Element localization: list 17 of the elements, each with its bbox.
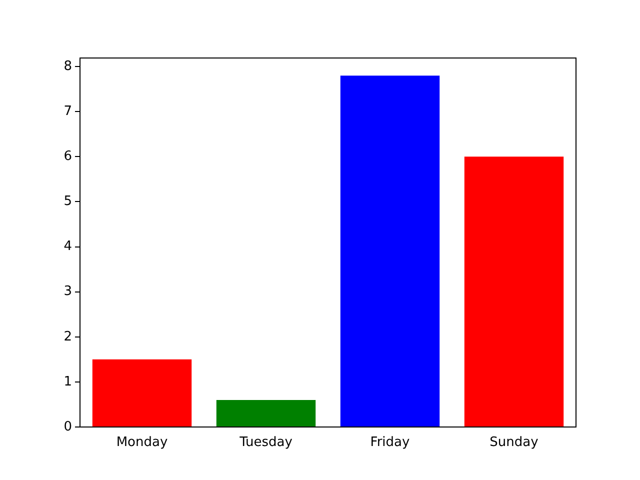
y-tick-label: 5: [64, 194, 72, 210]
y-tick-label: 3: [64, 284, 72, 300]
y-tick-label: 0: [64, 419, 72, 434]
bar: [464, 156, 564, 426]
y-tick-label: 4: [64, 239, 72, 254]
y-tick-label: 7: [64, 104, 72, 119]
y-tick-label: 2: [64, 329, 72, 344]
bar: [340, 76, 440, 426]
x-tick-label: Tuesday: [238, 435, 293, 450]
x-tick-label: Monday: [116, 435, 168, 450]
y-tick-label: 8: [64, 58, 72, 74]
y-tick-label: 6: [64, 149, 72, 164]
bar: [92, 359, 192, 426]
y-tick-label: 1: [64, 374, 72, 390]
x-tick-label: Friday: [370, 435, 410, 450]
bar: [216, 400, 316, 426]
x-tick-label: Sunday: [490, 435, 539, 450]
